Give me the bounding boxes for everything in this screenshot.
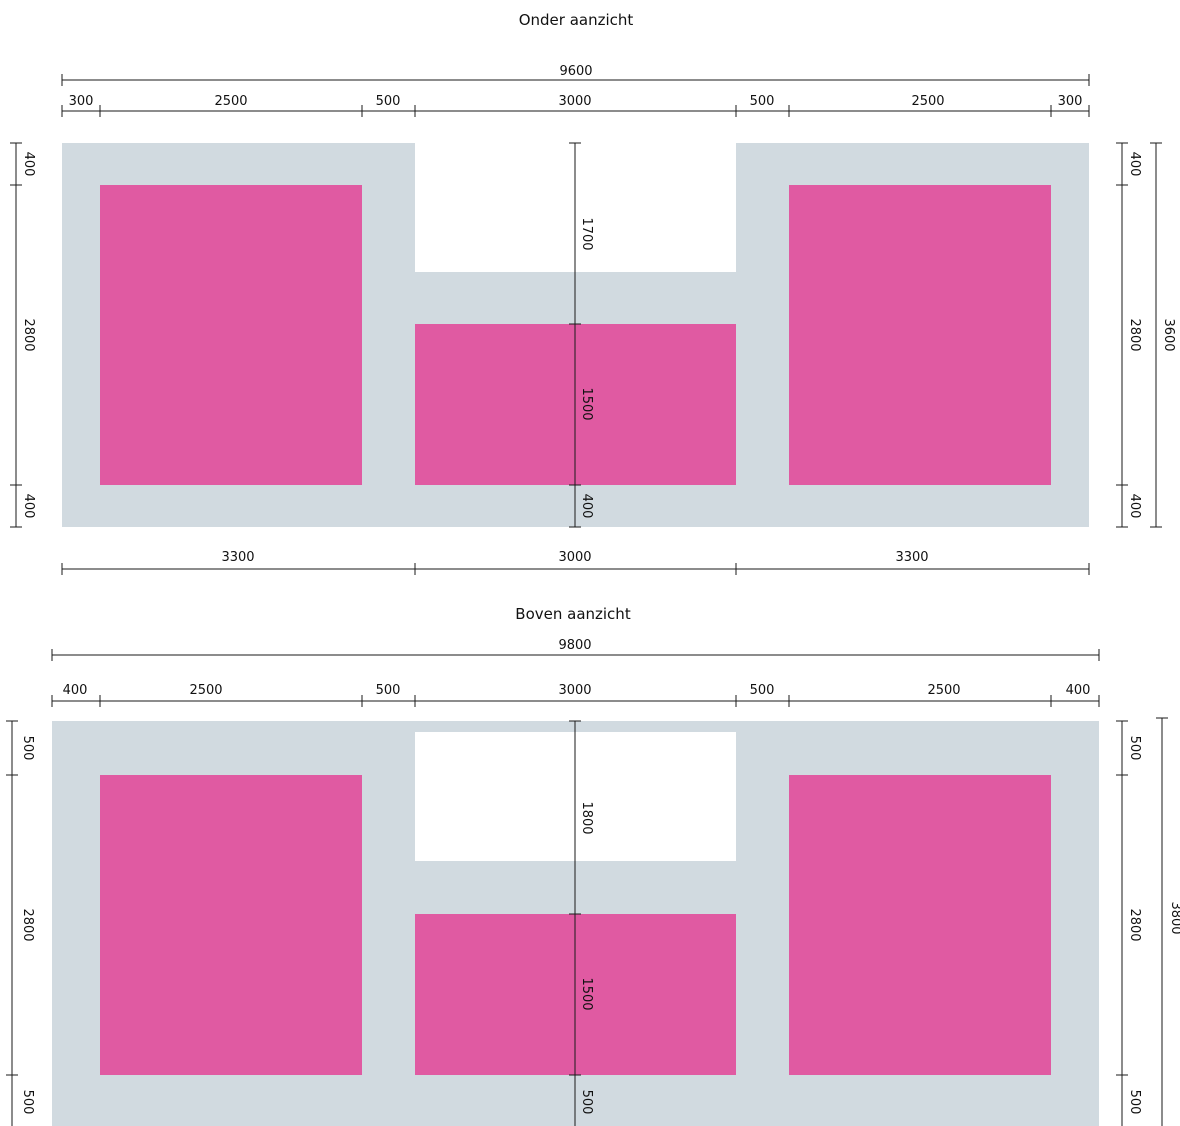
view-boven: Boven aanzicht 9800 400 2500 500 xyxy=(6,605,1180,1126)
top-segment-3: 500 xyxy=(376,683,401,698)
view-title: Boven aanzicht xyxy=(515,605,631,623)
top-segment-5: 500 xyxy=(750,683,775,698)
left-segment-1: 500 xyxy=(20,736,35,761)
overall-height-label: 3600 xyxy=(1161,318,1176,351)
right-height-dimensions: 400 2800 400 3600 xyxy=(1116,142,1176,528)
top-segment-3: 500 xyxy=(376,94,401,109)
top-segment-2: 2500 xyxy=(189,683,222,698)
right-segment-3: 400 xyxy=(1127,494,1142,519)
center-segment-1: 1700 xyxy=(579,217,594,250)
top-segment-6: 2500 xyxy=(911,94,944,109)
view-title: Onder aanzicht xyxy=(519,11,634,29)
bottom-segment-3: 3300 xyxy=(895,550,928,565)
top-segment-6: 2500 xyxy=(927,683,960,698)
overall-width-dimension: 9600 xyxy=(61,64,1090,86)
left-segment-3: 400 xyxy=(21,494,36,519)
center-height-dimensions: 1700 1500 400 xyxy=(569,142,594,528)
left-segment-1: 400 xyxy=(21,152,36,177)
top-segment-5: 500 xyxy=(750,94,775,109)
overall-width-label: 9600 xyxy=(559,64,592,79)
left-height-dimensions: 500 2800 500 xyxy=(6,720,35,1126)
overall-width-label: 9800 xyxy=(558,638,591,653)
top-segment-1: 400 xyxy=(63,683,88,698)
top-segment-7: 300 xyxy=(1058,94,1083,109)
center-segment-2: 1500 xyxy=(579,387,594,420)
top-segment-4: 3000 xyxy=(558,683,591,698)
overall-width-dimension: 9800 xyxy=(51,638,1100,661)
opening-right xyxy=(789,775,1051,1075)
left-segment-3: 500 xyxy=(20,1090,35,1115)
bottom-segment-dimensions: 3300 3000 3300 xyxy=(61,550,1090,575)
center-segment-3: 500 xyxy=(579,1090,594,1115)
left-height-dimensions: 400 2800 400 xyxy=(10,142,36,528)
top-segment-2: 2500 xyxy=(214,94,247,109)
bottom-segment-1: 3300 xyxy=(221,550,254,565)
right-segment-2: 2800 xyxy=(1127,318,1142,351)
opening-right xyxy=(789,185,1051,485)
top-segment-dimensions: 400 2500 500 3000 500 2500 400 xyxy=(51,683,1100,707)
right-segment-1: 400 xyxy=(1127,152,1142,177)
left-segment-2: 2800 xyxy=(21,318,36,351)
right-height-dimensions: 500 2800 500 3800 xyxy=(1116,717,1180,1126)
overall-height-label: 3800 xyxy=(1168,901,1180,934)
right-segment-2: 2800 xyxy=(1127,908,1142,941)
top-segment-7: 400 xyxy=(1066,683,1091,698)
center-height-dimensions: 1800 1500 500 xyxy=(569,720,594,1126)
bottom-segment-2: 3000 xyxy=(558,550,591,565)
top-segment-4: 3000 xyxy=(558,94,591,109)
opening-left xyxy=(100,185,362,485)
center-segment-3: 400 xyxy=(579,494,594,519)
view-onder: Onder aanzicht 9600 300 2500 500 xyxy=(10,11,1176,575)
top-segment-dimensions: 300 2500 500 3000 500 2500 300 xyxy=(61,94,1090,117)
left-segment-2: 2800 xyxy=(20,908,35,941)
right-segment-1: 500 xyxy=(1127,736,1142,761)
opening-left xyxy=(100,775,362,1075)
right-segment-3: 500 xyxy=(1127,1090,1142,1115)
center-segment-1: 1800 xyxy=(579,801,594,834)
top-segment-1: 300 xyxy=(69,94,94,109)
center-segment-2: 1500 xyxy=(579,977,594,1010)
